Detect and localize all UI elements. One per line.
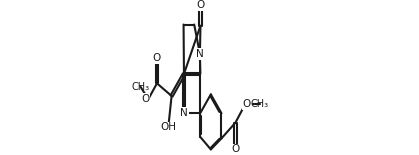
Text: O: O bbox=[231, 144, 240, 154]
Text: N: N bbox=[196, 49, 204, 59]
Text: O: O bbox=[153, 53, 161, 63]
Text: N: N bbox=[180, 108, 188, 118]
Text: O: O bbox=[197, 0, 204, 10]
Text: O: O bbox=[141, 94, 150, 104]
Text: O: O bbox=[243, 99, 251, 109]
Text: OH: OH bbox=[160, 122, 176, 132]
Text: CH₃: CH₃ bbox=[131, 82, 150, 91]
Text: CH₃: CH₃ bbox=[251, 99, 269, 109]
